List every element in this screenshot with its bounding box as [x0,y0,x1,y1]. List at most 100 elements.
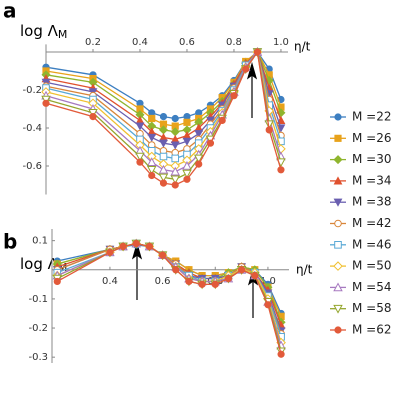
legend-item: M =38 [330,195,392,209]
point [148,114,156,123]
panel-label: b [3,230,17,254]
point [89,112,97,121]
legend-label: M =62 [352,323,392,337]
point [224,274,233,283]
point [195,160,203,168]
series [53,239,285,358]
y-axis-label-main: log Λ [20,22,59,40]
series-line [57,242,282,335]
point [211,280,219,288]
point [206,139,215,147]
x-tick-label: 0.2 [85,37,101,48]
point [158,164,169,174]
legend-marker [333,261,343,271]
x-tick-label: 0.4 [132,37,148,48]
point [132,239,140,248]
point [238,266,246,274]
y-tick-label: -0.2 [22,85,42,96]
legend-marker [333,304,343,314]
legend-label: M =50 [352,259,392,273]
arrow-head [131,241,143,260]
arrows [131,61,259,318]
point [170,175,180,185]
legend-item: M =34 [330,173,392,187]
arrow-head [246,61,258,80]
point [136,135,144,144]
point [183,118,191,126]
point [158,173,169,183]
point [159,152,168,161]
point [171,181,179,189]
legend-item: M =26 [330,131,392,145]
legend-label: M =30 [352,152,392,166]
point [136,158,144,166]
legend-marker [334,113,342,121]
point [159,112,168,121]
point [159,251,167,259]
legend-label: M =58 [352,301,392,315]
x-axis-label: η/t [296,263,313,277]
legend-label: M =34 [352,173,392,187]
point [277,166,285,174]
point [171,154,180,163]
y-tick-label: -0.1 [28,294,48,305]
series [42,48,285,189]
point [172,266,180,274]
x-tick-label: 0.6 [179,37,195,48]
point [146,157,157,166]
point [253,48,262,56]
point [135,122,145,131]
point [171,122,179,130]
point [182,161,192,170]
legend-label: M =22 [352,110,392,124]
legend-item: M =46 [330,237,392,251]
y-tick-label: 0.1 [32,236,48,247]
point [135,152,145,162]
point [264,301,272,309]
point [194,139,203,147]
point [171,114,179,123]
point [136,105,144,113]
x-tick-label: 0.6 [155,276,171,287]
point [182,137,192,146]
x-tick-label: 0.4 [102,276,118,287]
x-axis-label: η/t [294,40,311,54]
point [218,116,226,124]
point [277,350,285,358]
legend-item: M =58 [330,301,392,315]
point [147,147,156,155]
y-tick-label: -0.4 [22,123,42,134]
point [183,175,191,183]
legend-item: M =22 [330,110,392,124]
legend-label: M =46 [352,237,392,251]
y-tick-label: -0.2 [28,323,48,334]
legend-marker [333,198,343,207]
point [193,154,204,164]
legend-marker [333,155,343,165]
legend-item: M =54 [330,280,392,294]
point [194,130,204,139]
point [159,120,168,128]
point [251,272,259,280]
legend-marker [333,282,343,292]
legend-item: M =30 [330,152,392,166]
legend-label: M =42 [352,216,392,230]
point [53,277,61,286]
point [198,280,206,288]
point [182,169,192,179]
point [145,242,154,251]
point [148,171,156,180]
point [265,126,273,134]
point [106,248,114,256]
y-tick-label: -0.6 [22,161,42,172]
y-tick-label: -0.3 [28,352,48,363]
point [146,166,157,175]
point [159,139,168,148]
y-axis-label-main: log Λ [20,255,59,273]
point [170,141,180,150]
point [264,120,274,130]
point [147,133,157,143]
x-tick-label: 1.0 [273,37,289,48]
point [42,99,50,107]
